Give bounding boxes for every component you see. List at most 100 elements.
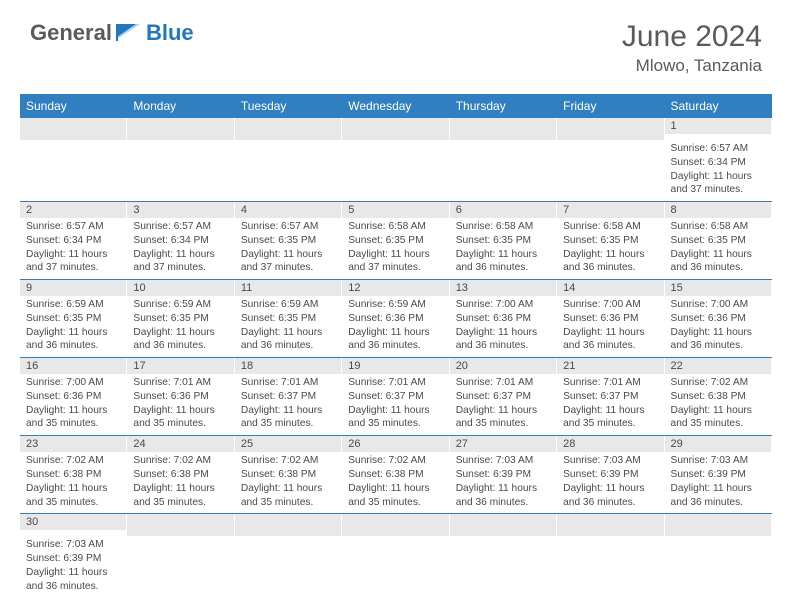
day-content-cell: Sunrise: 6:58 AMSunset: 6:35 PMDaylight:… (450, 218, 557, 280)
sunset-text: Sunset: 6:36 PM (26, 390, 121, 404)
day-number-cell: 26 (342, 436, 449, 453)
day-content-cell: Sunrise: 6:57 AMSunset: 6:35 PMDaylight:… (235, 218, 342, 280)
day-content-cell: Sunrise: 7:01 AMSunset: 6:37 PMDaylight:… (557, 374, 664, 436)
sunset-text: Sunset: 6:34 PM (671, 156, 766, 170)
day-number-cell: 6 (450, 202, 557, 219)
weekday-header: Thursday (450, 94, 557, 118)
day-content-cell: Sunrise: 7:03 AMSunset: 6:39 PMDaylight:… (450, 452, 557, 514)
day-number-cell: 30 (20, 514, 127, 537)
sunset-text: Sunset: 6:39 PM (26, 552, 121, 566)
day-number-cell (342, 514, 449, 537)
day-content-cell: Sunrise: 7:01 AMSunset: 6:36 PMDaylight:… (127, 374, 234, 436)
logo-text-general: General (30, 20, 112, 46)
day-number-cell (450, 514, 557, 537)
sunrise-text: Sunrise: 6:57 AM (26, 220, 121, 234)
day-content-cell (450, 140, 557, 202)
daylight-text: Daylight: 11 hours and 36 minutes. (241, 326, 336, 354)
daylight-text: Daylight: 11 hours and 36 minutes. (671, 248, 766, 276)
sunset-text: Sunset: 6:35 PM (133, 312, 228, 326)
day-number-cell: 21 (557, 358, 664, 375)
daylight-text: Daylight: 11 hours and 37 minutes. (241, 248, 336, 276)
daylight-text: Daylight: 11 hours and 35 minutes. (241, 404, 336, 432)
sunset-text: Sunset: 6:38 PM (133, 468, 228, 482)
day-number-cell (450, 118, 557, 140)
day-content-row: Sunrise: 7:02 AMSunset: 6:38 PMDaylight:… (20, 452, 772, 514)
day-content-cell: Sunrise: 6:58 AMSunset: 6:35 PMDaylight:… (342, 218, 449, 280)
day-content-cell: Sunrise: 6:57 AMSunset: 6:34 PMDaylight:… (20, 218, 127, 280)
day-number-cell: 8 (665, 202, 772, 219)
sunrise-text: Sunrise: 7:02 AM (348, 454, 443, 468)
day-number-cell: 23 (20, 436, 127, 453)
day-content-cell (20, 140, 127, 202)
day-content-cell (342, 140, 449, 202)
day-number-cell (557, 118, 664, 140)
sunrise-text: Sunrise: 7:01 AM (563, 376, 658, 390)
sunrise-text: Sunrise: 7:03 AM (671, 454, 766, 468)
daylight-text: Daylight: 11 hours and 37 minutes. (671, 170, 766, 198)
sunrise-text: Sunrise: 7:02 AM (133, 454, 228, 468)
day-number-cell: 22 (665, 358, 772, 375)
daylight-text: Daylight: 11 hours and 36 minutes. (456, 482, 551, 510)
day-number-cell: 25 (235, 436, 342, 453)
day-content-cell: Sunrise: 7:00 AMSunset: 6:36 PMDaylight:… (20, 374, 127, 436)
day-content-cell: Sunrise: 6:57 AMSunset: 6:34 PMDaylight:… (127, 218, 234, 280)
day-number-cell: 29 (665, 436, 772, 453)
day-number-row: 30 (20, 514, 772, 537)
day-content-cell: Sunrise: 7:01 AMSunset: 6:37 PMDaylight:… (342, 374, 449, 436)
day-number-cell (665, 514, 772, 537)
day-number-cell (557, 514, 664, 537)
day-number-row: 16171819202122 (20, 358, 772, 375)
day-content-row: Sunrise: 6:59 AM Sunset: 6:35 PM Daylight:… (20, 296, 772, 358)
sunset-text: Sunset: 6:35 PM (241, 234, 336, 248)
sunset-text: Sunset: 6:35 PM (456, 234, 551, 248)
daylight-text: Daylight: 11 hours and 36 minutes. (26, 326, 121, 354)
sunrise-text: Sunrise: 6:59 AM (26, 298, 121, 312)
day-number-cell: 14 (557, 280, 664, 297)
day-number-row: 9101112131415 (20, 280, 772, 297)
day-number-cell: 17 (127, 358, 234, 375)
day-number-cell: 20 (450, 358, 557, 375)
day-content-row: Sunrise: 7:00 AMSunset: 6:36 PMDaylight:… (20, 374, 772, 436)
daylight-text: Daylight: 11 hours and 35 minutes. (456, 404, 551, 432)
sunrise-text: Sunrise: 6:58 AM (456, 220, 551, 234)
weekday-header-row: Sunday Monday Tuesday Wednesday Thursday… (20, 94, 772, 118)
day-number-cell: 11 (235, 280, 342, 297)
day-content-cell (665, 536, 772, 597)
day-number-cell (235, 514, 342, 537)
day-content-cell: Sunrise: 7:03 AMSunset: 6:39 PMDaylight:… (557, 452, 664, 514)
day-content-row: Sunrise: 6:57 AMSunset: 6:34 PMDaylight:… (20, 218, 772, 280)
sunset-text: Sunset: 6:37 PM (348, 390, 443, 404)
daylight-text: Daylight: 11 hours and 36 minutes. (348, 326, 443, 354)
day-number-cell (127, 514, 234, 537)
sunrise-text: Sunrise: 6:58 AM (348, 220, 443, 234)
day-number-cell: 16 (20, 358, 127, 375)
weekday-header: Tuesday (235, 94, 342, 118)
day-content-cell (235, 536, 342, 597)
daylight-text: Daylight: 11 hours and 35 minutes. (563, 404, 658, 432)
day-number-cell (20, 118, 127, 140)
day-number-cell: 2 (20, 202, 127, 219)
day-content-cell: Sunrise: 7:02 AMSunset: 6:38 PMDaylight:… (665, 374, 772, 436)
sunrise-text: Sunrise: 7:02 AM (671, 376, 766, 390)
flag-icon (116, 21, 142, 46)
sunrise-text: Sunrise: 7:03 AM (26, 538, 121, 552)
day-number-cell: 19 (342, 358, 449, 375)
day-content-row: Sunrise: 6:57 AMSunset: 6:34 PMDaylight:… (20, 140, 772, 202)
daylight-text: Daylight: 11 hours and 36 minutes. (671, 326, 766, 354)
day-content-cell: Sunrise: 7:01 AMSunset: 6:37 PMDaylight:… (450, 374, 557, 436)
sunset-text: Sunset: 6:36 PM (671, 312, 766, 326)
daylight-text: Daylight: 11 hours and 35 minutes. (133, 482, 228, 510)
day-content-cell (127, 536, 234, 597)
sunrise-text: Sunrise: 6:57 AM (241, 220, 336, 234)
sunset-text: Sunset: 6:38 PM (241, 468, 336, 482)
sunset-text: Sunset: 6:36 PM (563, 312, 658, 326)
day-number-cell: 10 (127, 280, 234, 297)
day-number-cell (235, 118, 342, 140)
daylight-text: Daylight: 11 hours and 36 minutes. (563, 326, 658, 354)
day-number-cell: 28 (557, 436, 664, 453)
daylight-text: Daylight: 11 hours and 35 minutes. (26, 482, 121, 510)
sunset-text: Sunset: 6:36 PM (456, 312, 551, 326)
daylight-text: Daylight: 11 hours and 36 minutes. (26, 566, 121, 594)
day-content-cell: Sunrise: 6:59 AMSunset: 6:35 PMDaylight:… (127, 296, 234, 358)
sunrise-text: Sunrise: 7:03 AM (563, 454, 658, 468)
